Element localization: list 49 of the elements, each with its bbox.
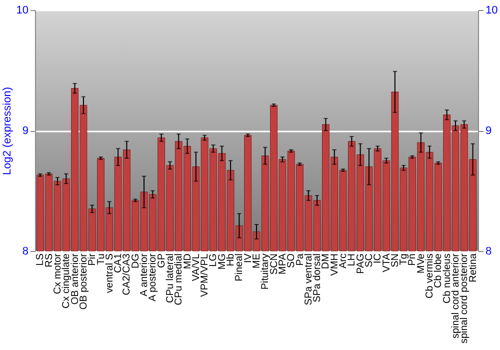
x-tick-label: MG	[216, 253, 228, 270]
x-tick-label: Cb lobe	[433, 253, 444, 288]
x-tick-label: OB anterior	[70, 252, 81, 305]
y-tick-label: 10	[16, 4, 28, 16]
x-tick-label: IC	[372, 254, 384, 264]
x-tick-label: VTA	[381, 253, 392, 272]
x-tick-label: ME	[252, 253, 262, 268]
x-tick-label: Retina	[468, 253, 479, 282]
x-tick-label: CPu medial	[174, 254, 185, 306]
x-tick-label: VMH	[329, 254, 340, 276]
x-tick-label: IV	[242, 253, 254, 263]
x-tick-label: SN	[390, 254, 401, 268]
y-tick-label: 8	[22, 246, 28, 258]
x-tick-label: Cx cingulate	[61, 253, 72, 309]
x-tick-label: Pituitary	[260, 254, 272, 290]
x-tick-label: Tu	[96, 254, 107, 265]
x-tick-label: A posterior	[148, 252, 159, 302]
y2-tick-label: 9	[486, 125, 492, 137]
x-tick-label: Cb nucleus	[442, 254, 453, 304]
x-tick-label: MVe	[416, 253, 427, 274]
x-tick-label: Pineal	[234, 254, 246, 282]
y2-tick-label: 8	[486, 246, 492, 258]
x-tick-label: Cx motor	[52, 252, 64, 294]
x-tick-label: Pa	[294, 253, 306, 266]
x-tick-label: LG	[208, 253, 220, 267]
x-tick-label: Tg	[398, 254, 410, 266]
x-tick-label: ventral S	[104, 253, 116, 293]
x-tick-label: GP	[156, 253, 168, 268]
x-tick-label: VA/VL	[190, 253, 202, 282]
x-tick-label: PAG	[355, 253, 366, 274]
x-tick-label: spinal cord posterior	[459, 252, 470, 344]
x-tick-label: SPa ventral	[303, 254, 314, 306]
x-tick-label: DM	[320, 254, 332, 270]
x-tick-label: SC	[364, 254, 375, 268]
x-tick-label: CPu lateral	[164, 254, 176, 303]
x-tick-label: MPA	[277, 253, 288, 274]
x-tick-label: CA2/CA3	[122, 253, 133, 296]
y2-tick-label: 10	[486, 4, 498, 16]
x-tick-label: RS	[44, 253, 55, 268]
x-tick-label: Pir	[87, 252, 98, 266]
y-axis-title: Log2 (expression)	[1, 86, 14, 176]
x-tick-label: Pn	[407, 254, 418, 266]
x-tick-label: SCN	[268, 254, 280, 275]
x-tick-label: DG	[130, 253, 142, 268]
y-tick-label: 9	[22, 125, 28, 137]
x-tick-label: SO	[286, 253, 298, 268]
x-tick-label: LS	[35, 253, 46, 266]
x-tick-label: LH	[346, 254, 358, 266]
x-tick-label: OB posterior	[78, 252, 90, 310]
